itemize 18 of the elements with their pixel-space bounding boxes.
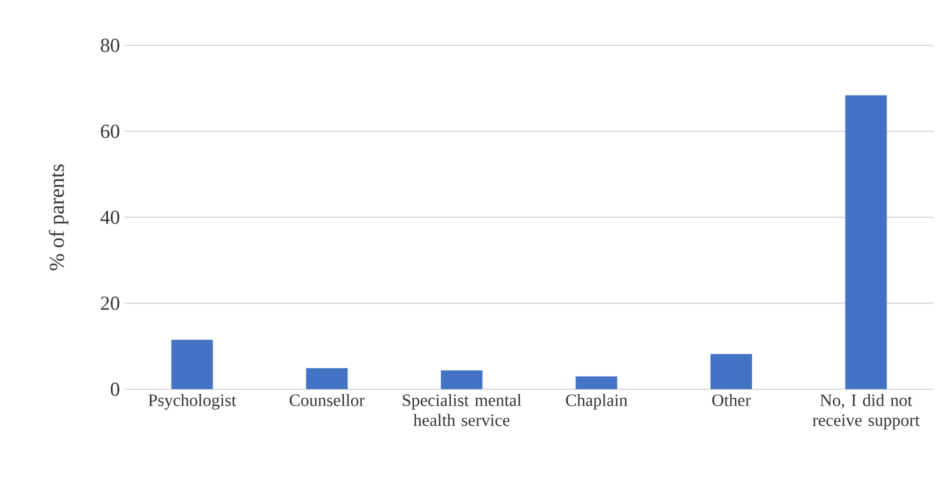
x-tick-label: Psychologist — [148, 394, 236, 410]
y-tick-label: 0 — [110, 382, 120, 396]
x-tick-label: Counsellor — [290, 394, 365, 406]
bar — [440, 370, 482, 390]
y-tick-label: 40 — [100, 210, 120, 224]
bar — [576, 376, 618, 390]
y-tick-label: 80 — [100, 38, 120, 52]
x-tick-label: Chaplain — [566, 394, 628, 410]
x-tick-label: Specialist mental health service — [402, 394, 522, 426]
x-tick-label: Other — [712, 394, 751, 406]
bar — [306, 368, 348, 390]
y-axis-title: % of parents — [48, 164, 68, 270]
bar — [845, 95, 887, 390]
bar — [710, 354, 752, 390]
bar — [171, 340, 213, 390]
y-tick-label: 20 — [100, 296, 120, 310]
y-tick-label: 60 — [100, 124, 120, 138]
x-tick-label: No, I did not receive support — [812, 394, 920, 430]
